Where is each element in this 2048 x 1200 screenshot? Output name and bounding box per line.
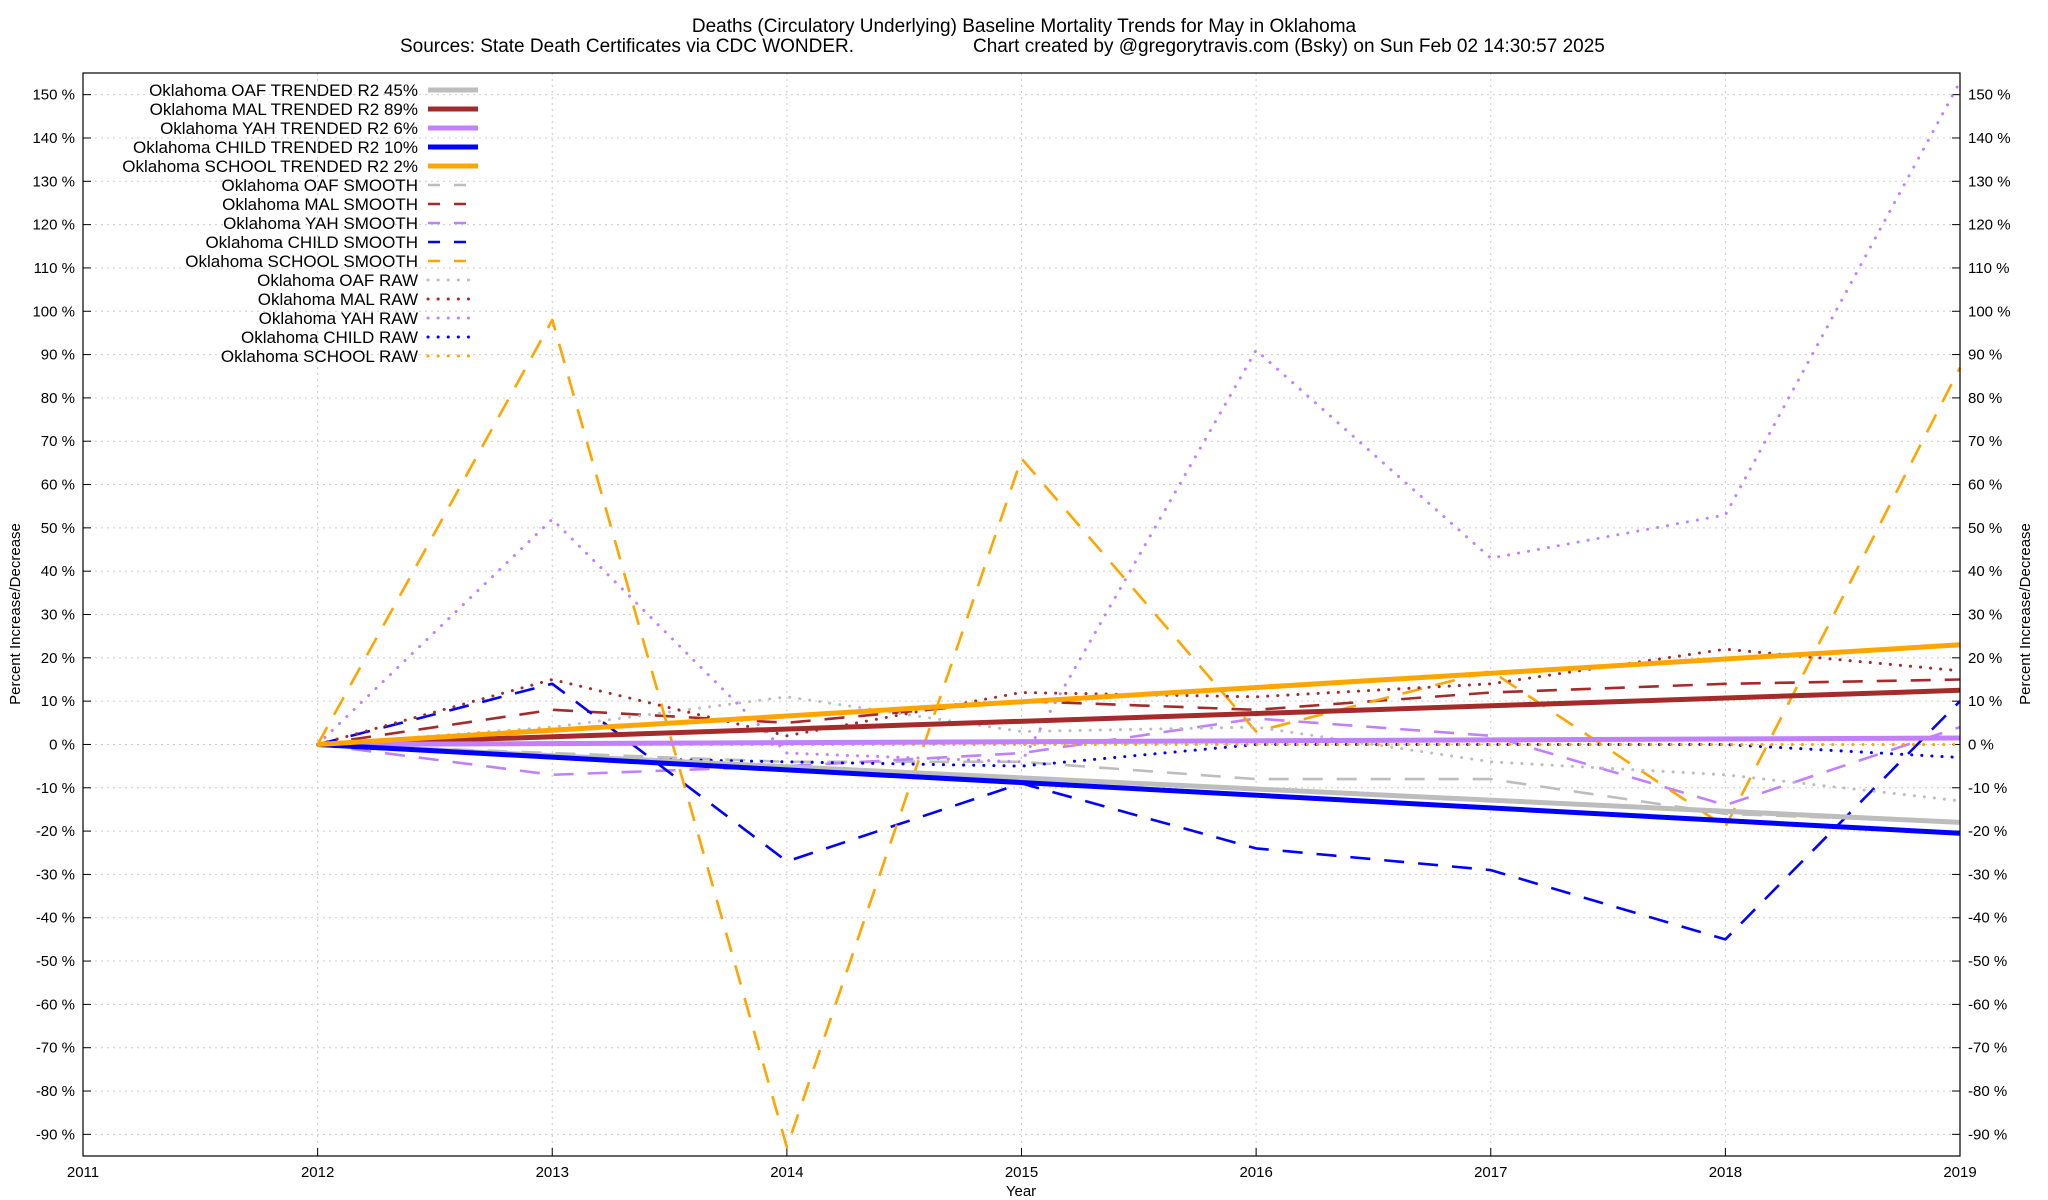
y-tick-label-right: 110 % <box>1968 260 2009 277</box>
y-tick-label-right: -40 % <box>1968 910 2007 927</box>
y-tick-label-right: 0 % <box>1968 736 1994 753</box>
legend-label: Oklahoma YAH TRENDED R2 6% <box>160 119 418 138</box>
x-tick-label: 2017 <box>1474 1164 1507 1181</box>
y-tick-label-right: -50 % <box>1968 953 2007 970</box>
legend-label: Oklahoma YAH SMOOTH <box>223 214 418 233</box>
legend-label: Oklahoma YAH RAW <box>259 309 418 328</box>
y-tick-label-right: 120 % <box>1968 217 2011 234</box>
x-tick-label: 2011 <box>67 1164 99 1181</box>
y-tick-label-left: 140 % <box>32 130 75 147</box>
chart-title: Deaths (Circulatory Underlying) Baseline… <box>692 16 1357 37</box>
legend-label: Oklahoma SCHOOL SMOOTH <box>185 252 418 271</box>
y-tick-label-right: 20 % <box>1968 650 2002 667</box>
series-line-school-trend <box>317 642 1961 747</box>
legend-label: Oklahoma CHILD TRENDED R2 10% <box>133 138 418 157</box>
y-tick-label-right: 80 % <box>1968 390 2002 407</box>
y-tick-label-right: -10 % <box>1968 780 2007 797</box>
legend-label: Oklahoma OAF SMOOTH <box>222 176 418 195</box>
x-tick-label: 2018 <box>1709 1164 1742 1181</box>
x-tick-label: 2019 <box>1943 1164 1976 1181</box>
legend-label: Oklahoma MAL RAW <box>258 290 418 309</box>
x-axis-label: Year <box>1006 1183 1036 1200</box>
y-tick-label-right: -60 % <box>1968 996 2007 1013</box>
y-tick-label-right: 90 % <box>1968 347 2002 364</box>
y-tick-label-right: 40 % <box>1968 563 2002 580</box>
y-tick-label-left: 60 % <box>41 477 75 494</box>
series-line-yah-smooth <box>317 717 1961 807</box>
chart-subtitle-sources: Sources: State Death Certificates via CD… <box>400 36 854 57</box>
y-tick-label-right: -70 % <box>1968 1040 2007 1057</box>
legend-label: Oklahoma SCHOOL TRENDED R2 2% <box>122 157 418 176</box>
y-tick-label-left: 80 % <box>41 390 75 407</box>
y-tick-label-left: 40 % <box>41 563 75 580</box>
series-line-child-trend <box>317 742 1961 836</box>
y-tick-label-left: 0 % <box>49 736 75 753</box>
y-tick-label-left: 50 % <box>41 520 75 537</box>
y-tick-label-left: -10 % <box>36 780 75 797</box>
y-tick-label-left: -50 % <box>36 953 75 970</box>
series-line-mal-raw <box>316 647 1962 746</box>
y-tick-label-right: 50 % <box>1968 520 2002 537</box>
x-tick-label: 2012 <box>301 1164 334 1181</box>
y-tick-label-right: 150 % <box>1968 87 2011 104</box>
y-tick-label-left: 30 % <box>41 607 75 624</box>
y-tick-label-right: 30 % <box>1968 607 2002 624</box>
y-tick-label-right: 70 % <box>1968 433 2002 450</box>
y-tick-label-left: 110 % <box>34 260 75 277</box>
x-tick-label: 2016 <box>1239 1164 1272 1181</box>
y-tick-label-left: -70 % <box>36 1040 75 1057</box>
series-line-mal-trend <box>317 687 1961 747</box>
legend-label: Oklahoma MAL TRENDED R2 89% <box>150 100 418 119</box>
y-tick-label-right: -30 % <box>1968 866 2007 883</box>
y-tick-label-left: -30 % <box>36 866 75 883</box>
series-lines <box>316 80 1962 1149</box>
y-tick-label-left: 150 % <box>32 87 75 104</box>
y-tick-label-right: 10 % <box>1968 693 2002 710</box>
y-tick-label-left: 20 % <box>41 650 75 667</box>
series-line-school-smooth <box>316 318 1962 1149</box>
y-axis-label-left: Percent Increase/Decrease <box>7 523 24 705</box>
y-tick-label-left: -20 % <box>36 823 75 840</box>
axis-ticks: 150 % 150 % 140 % 140 % 130 % 130 % 120 % 120 %… <box>32 87 2010 1181</box>
y-tick-label-left: -40 % <box>36 910 75 927</box>
x-tick-label: 2014 <box>770 1164 803 1181</box>
series-line-child-smooth <box>317 682 1961 941</box>
legend-label: Oklahoma CHILD RAW <box>241 328 418 347</box>
x-tick-label: 2013 <box>536 1164 569 1181</box>
y-tick-label-left: -90 % <box>36 1126 75 1143</box>
legend: Oklahoma OAF TRENDED R2 45%Oklahoma MAL … <box>122 81 480 366</box>
y-tick-label-right: -80 % <box>1968 1083 2007 1100</box>
y-tick-label-left: 10 % <box>41 693 75 710</box>
y-tick-label-left: 100 % <box>32 303 75 320</box>
series-line-yah-raw <box>316 80 1962 764</box>
y-tick-label-right: 140 % <box>1968 130 2011 147</box>
y-tick-label-left: 120 % <box>32 217 75 234</box>
y-tick-label-left: -80 % <box>36 1083 75 1100</box>
y-tick-label-left: 90 % <box>41 347 75 364</box>
chart-subtitle-credit: Chart created by @gregorytravis.com (Bsk… <box>973 36 1605 57</box>
y-tick-label-right: 60 % <box>1968 477 2002 494</box>
y-tick-label-right: -20 % <box>1968 823 2007 840</box>
y-tick-label-right: -90 % <box>1968 1126 2007 1143</box>
legend-label: Oklahoma SCHOOL RAW <box>221 347 418 366</box>
legend-label: Oklahoma MAL SMOOTH <box>222 195 418 214</box>
y-tick-label-right: 100 % <box>1968 303 2011 320</box>
y-tick-label-left: -60 % <box>36 996 75 1013</box>
y-tick-label-right: 130 % <box>1968 173 2011 190</box>
plot-frame <box>82 72 1961 1157</box>
legend-label: Oklahoma OAF RAW <box>257 271 418 290</box>
x-tick-label: 2015 <box>1005 1164 1038 1181</box>
y-tick-label-left: 70 % <box>41 433 75 450</box>
y-tick-label-left: 130 % <box>32 173 75 190</box>
y-axis-label-right: Percent Increase/Decrease <box>2017 523 2034 705</box>
legend-label: Oklahoma OAF TRENDED R2 45% <box>149 81 418 100</box>
series-line-yah-trend <box>317 735 1961 747</box>
legend-label: Oklahoma CHILD SMOOTH <box>205 233 418 252</box>
